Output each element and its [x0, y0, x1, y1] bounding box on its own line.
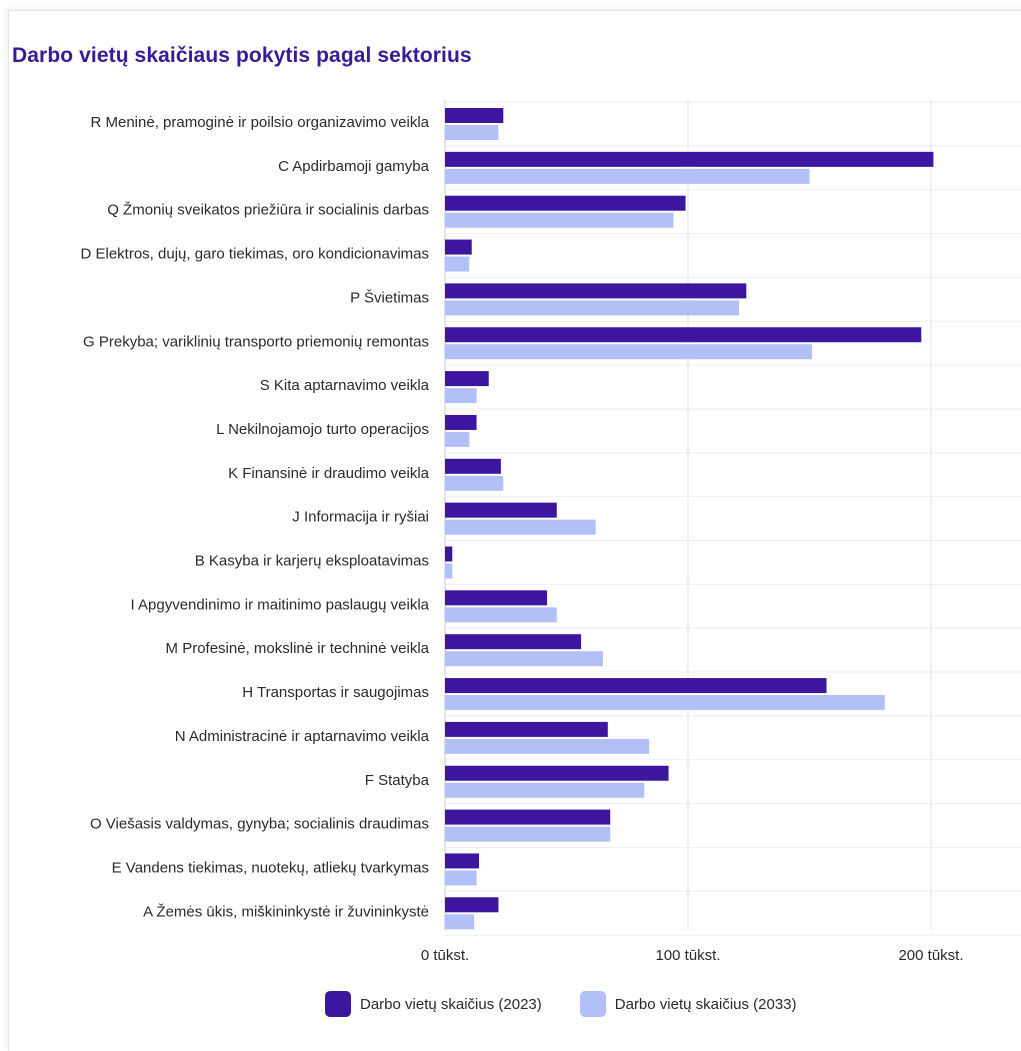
category-label: D Elektros, dujų, garo tiekimas, oro kon…	[81, 246, 430, 263]
bar-2023	[445, 678, 827, 694]
bar-2033	[445, 256, 470, 272]
bar-2023	[445, 546, 453, 562]
bar-2033	[445, 344, 812, 360]
bar-2023	[445, 809, 611, 825]
bar-2033	[445, 212, 674, 228]
category-label: N Administracinė ir aptarnavimo veikla	[175, 728, 430, 745]
bar-2023	[445, 897, 499, 913]
bar-2033	[445, 519, 596, 535]
category-label: K Finansinė ir draudimo veikla	[228, 465, 430, 482]
bar-2023	[445, 590, 548, 606]
bar-2023	[445, 195, 686, 211]
bar-2033	[445, 738, 650, 754]
category-label: O Viešasis valdymas, gynyba; socialinis …	[90, 816, 429, 833]
bar-2033	[445, 607, 557, 623]
bar-2033	[445, 300, 740, 316]
category-labels: R Meninė, pramoginė ir poilsio organizav…	[81, 114, 430, 920]
category-label: R Meninė, pramoginė ir poilsio organizav…	[91, 114, 430, 131]
bar-2033	[445, 431, 470, 447]
bar-2023	[445, 414, 477, 430]
category-label: P Švietimas	[350, 289, 429, 306]
category-label: I Apgyvendinimo ir maitinimo paslaugų ve…	[131, 596, 430, 613]
bar-2023	[445, 458, 501, 474]
category-label: J Informacija ir ryšiai	[292, 509, 429, 526]
bar-2033	[445, 782, 645, 798]
legend: Darbo vietų skaičius (2023) Darbo vietų …	[325, 991, 835, 1017]
category-label: H Transportas ir saugojimas	[242, 684, 429, 701]
bar-2023	[445, 502, 557, 518]
bar-2033	[445, 563, 453, 579]
x-tick-label: 200 tūkst.	[898, 947, 963, 964]
legend-label-2033: Darbo vietų skaičius (2033)	[614, 995, 797, 1013]
category-label: A Žemės ūkis, miškininkystė ir žuvininky…	[143, 903, 429, 920]
chart-title: Darbo vietų skaičiaus pokytis pagal sekt…	[12, 44, 472, 67]
bar-2033	[445, 826, 611, 842]
legend-swatch-2033	[579, 991, 606, 1017]
legend-label-2023: Darbo vietų skaičius (2023)	[360, 995, 542, 1013]
category-label: Q Žmonių sveikatos priežiūra ir socialin…	[107, 202, 429, 219]
bar-chart: R Meninė, pramoginė ir poilsio organizav…	[81, 100, 1021, 964]
bar-2033	[445, 168, 810, 184]
bars	[445, 108, 934, 930]
x-tick-label: 0 tūkst.	[421, 947, 469, 964]
category-label: S Kita aptarnavimo veikla	[260, 377, 430, 394]
bar-2033	[445, 125, 499, 140]
category-label: F Statyba	[365, 772, 430, 789]
category-label: E Vandens tiekimas, nuotekų, atliekų tva…	[112, 859, 429, 876]
bar-2033	[445, 651, 603, 667]
x-axis-ticks: 0 tūkst. 100 tūkst. 200 tūkst.	[421, 947, 964, 964]
category-label: C Apdirbamoji gamyba	[278, 158, 430, 175]
category-label: M Profesinė, mokslinė ir techninė veikla	[166, 640, 430, 657]
bar-2023	[445, 327, 922, 343]
bar-2023	[445, 853, 480, 869]
category-label: L Nekilnojamojo turto operacijos	[216, 421, 429, 438]
legend-swatch-2023	[325, 991, 351, 1017]
bar-2023	[445, 371, 489, 387]
bar-2033	[445, 914, 475, 930]
bar-2033	[445, 388, 477, 404]
bar-2023	[445, 634, 582, 650]
bar-2023	[445, 108, 504, 123]
bar-2033	[445, 695, 885, 711]
bar-2023	[445, 151, 934, 167]
category-label: G Prekyba; variklinių transporto priemon…	[83, 333, 429, 350]
bar-2033	[445, 870, 477, 886]
legend-item-2023[interactable]: Darbo vietų skaičius (2023)	[325, 991, 542, 1017]
x-tick-label: 100 tūkst.	[655, 947, 720, 964]
bar-2033	[445, 475, 504, 491]
bar-2023	[445, 239, 472, 255]
bar-2023	[445, 283, 747, 299]
category-label: B Kasyba ir karjerų eksploatavimas	[195, 553, 429, 570]
legend-item-2033[interactable]: Darbo vietų skaičius (2033)	[579, 991, 797, 1017]
bar-2023	[445, 765, 669, 781]
bar-2023	[445, 721, 608, 737]
